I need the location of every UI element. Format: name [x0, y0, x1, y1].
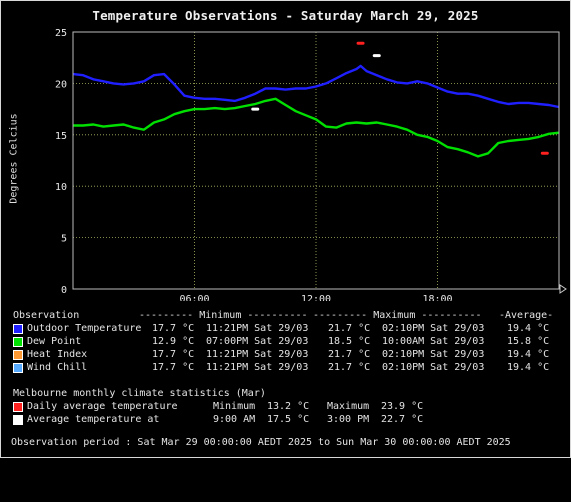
- min-value: 17.7 °C: [152, 349, 195, 360]
- max-value: 21.7 °C: [328, 362, 371, 373]
- daily-min-value: 13.2 °C: [267, 401, 310, 412]
- x-tick-label: 12:00: [301, 294, 331, 301]
- chart-frame: Temperature Observations - Saturday Marc…: [0, 0, 571, 458]
- climate-avg-at-row: Average temperature at 9:00 AM 17.5 °C 3…: [13, 414, 423, 427]
- stats-header: Observation --------- Minimum ----------…: [13, 310, 553, 323]
- min-time: 11:21PM Sat 29/03: [206, 362, 309, 373]
- x-tick-label: 18:00: [422, 294, 452, 301]
- max-time: 10:00AM Sat 29/03: [382, 336, 485, 347]
- legend-swatch: [13, 324, 23, 334]
- stats-header-average: -Average-: [499, 310, 554, 321]
- avg-at-value1: 17.5 °C: [267, 414, 310, 425]
- legend-swatch: [13, 363, 23, 373]
- min-time: 07:00PM Sat 29/03: [206, 336, 309, 347]
- daily-max-label: Maximum: [327, 401, 370, 412]
- y-tick-label: 25: [55, 28, 67, 39]
- min-time: 11:21PM Sat 29/03: [206, 349, 309, 360]
- x-tick-label: 06:00: [179, 294, 209, 301]
- y-tick-label: 10: [55, 182, 67, 193]
- temperature-chart: 0 5 10 15 20 25 06:00 12:00 18:00: [55, 28, 567, 301]
- daily-average-swatch: [13, 402, 23, 412]
- series-line-dew-point: [73, 97, 559, 158]
- climate-markers: [251, 41, 549, 155]
- series-lines: [72, 64, 560, 158]
- climate-marker: [251, 107, 260, 111]
- avg-at-value2: 22.7 °C: [381, 414, 424, 425]
- avg-at-label: Average temperature at: [27, 414, 160, 425]
- average-value: 19.4 °C: [507, 362, 550, 373]
- stats-header-observation: Observation: [13, 310, 80, 321]
- min-time: 11:21PM Sat 29/03: [206, 323, 309, 334]
- plot-area-border: [72, 31, 560, 290]
- daily-average-label: Daily average temperature: [27, 401, 178, 412]
- observation-period: Observation period : Sat Mar 29 00:00:00…: [11, 437, 511, 450]
- avg-at-time2: 3:00 PM: [327, 414, 370, 425]
- min-value: 17.7 °C: [152, 362, 195, 373]
- climate-marker: [356, 41, 365, 45]
- observation-period-text: Observation period : Sat Mar 29 00:00:00…: [11, 437, 511, 448]
- max-value: 21.7 °C: [328, 349, 371, 360]
- max-time: 02:10PM Sat 29/03: [382, 349, 485, 360]
- y-tick-label: 0: [61, 285, 67, 296]
- climate-heading-text: Melbourne monthly climate statistics (Ma…: [13, 388, 266, 399]
- avg-at-time1: 9:00 AM: [213, 414, 256, 425]
- max-value: 18.5 °C: [328, 336, 371, 347]
- average-value: 15.8 °C: [507, 336, 550, 347]
- chart-title: Temperature Observations - Saturday Marc…: [92, 8, 479, 23]
- average-value: 19.4 °C: [507, 349, 550, 360]
- avg-at-swatch: [13, 415, 23, 425]
- y-tick-label: 5: [61, 234, 67, 245]
- series-name: Outdoor Temperature: [27, 323, 142, 334]
- climate-heading: Melbourne monthly climate statistics (Ma…: [13, 388, 266, 401]
- stats-header-maximum: --------- Maximum ----------: [313, 310, 482, 321]
- max-value: 21.7 °C: [328, 323, 371, 334]
- series-line-outdoor-temperature: [72, 64, 560, 109]
- x-tick-labels: 06:00 12:00 18:00: [179, 294, 452, 301]
- climate-marker: [540, 151, 549, 155]
- y-tick-label: 15: [55, 131, 67, 142]
- grid-lines: [73, 32, 559, 289]
- daily-min-label: Minimum: [213, 401, 256, 412]
- climate-daily-row: Daily average temperature Minimum 13.2 °…: [13, 401, 423, 414]
- daily-max-value: 23.9 °C: [381, 401, 424, 412]
- series-name: Wind Chill: [27, 362, 88, 373]
- max-time: 02:10PM Sat 29/03: [382, 362, 485, 373]
- max-time: 02:10PM Sat 29/03: [382, 323, 485, 334]
- series-name: Heat Index: [27, 349, 88, 360]
- legend-swatch: [13, 337, 23, 347]
- min-value: 17.7 °C: [152, 323, 195, 334]
- stats-header-minimum: --------- Minimum ----------: [139, 310, 308, 321]
- x-axis-arrow: [559, 284, 567, 294]
- min-value: 12.9 °C: [152, 336, 195, 347]
- y-tick-labels: 0 5 10 15 20 25: [55, 28, 67, 296]
- average-value: 19.4 °C: [507, 323, 550, 334]
- series-name: Dew Point: [27, 336, 82, 347]
- legend-swatch: [13, 350, 23, 360]
- climate-marker: [372, 54, 381, 58]
- y-tick-label: 20: [55, 79, 67, 90]
